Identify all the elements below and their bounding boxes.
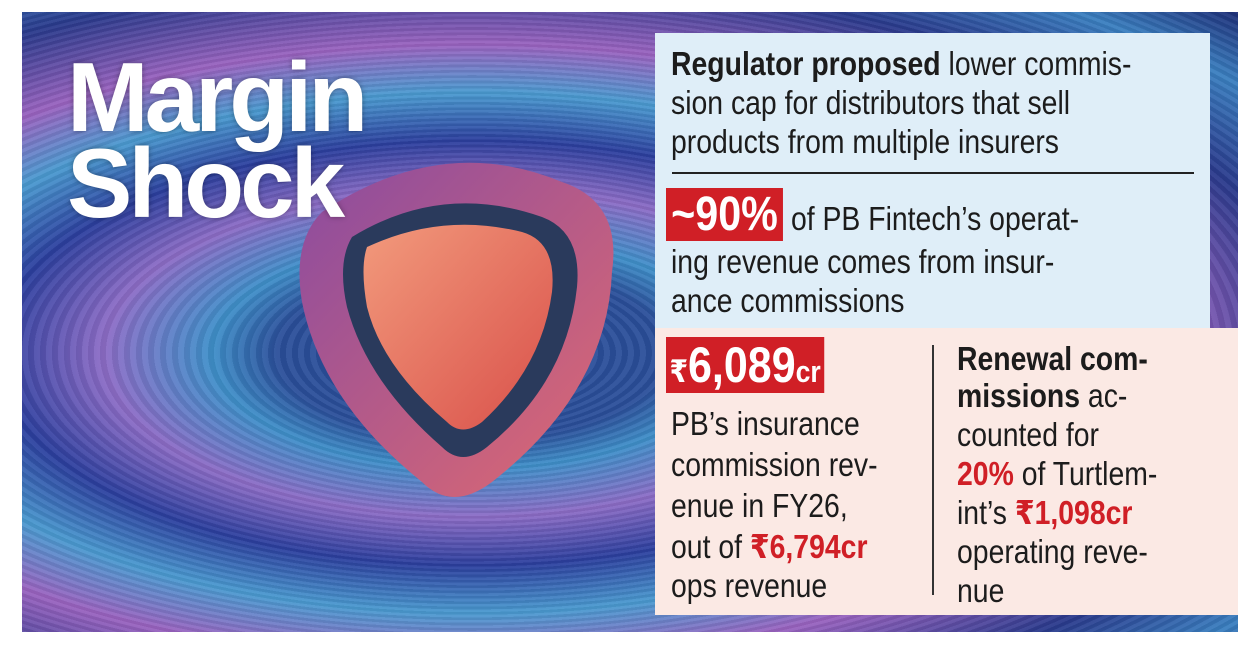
text-line: ~90% of PB Fintech’s operat-: [666, 188, 1080, 244]
highlight: ₹6,089cr: [666, 337, 825, 393]
amount: ₹1,098cr: [1014, 494, 1133, 531]
shield-illustration: [299, 162, 614, 497]
text: of PB Fintech’s operat-: [783, 200, 1080, 237]
text-line: Renewal com-: [957, 340, 1148, 377]
text-line: out of ₹6,794cr: [671, 528, 867, 565]
text-line: commission rev-: [671, 446, 878, 483]
unit: cr: [795, 354, 821, 389]
currency: ₹: [669, 354, 688, 389]
share: 20%: [957, 455, 1014, 492]
text-line: PB’s insurance: [671, 405, 860, 442]
text-line: enue in FY26,: [671, 487, 848, 524]
text: out of: [671, 528, 750, 565]
text-line: ance commissions: [671, 282, 905, 319]
highlight: ~90%: [666, 188, 784, 241]
text-line: ₹6,089cr: [666, 337, 825, 397]
info-panel: [655, 33, 1210, 328]
text-line: int’s ₹1,098cr: [957, 494, 1132, 531]
amount: 6,089: [687, 337, 796, 393]
text: of Turtlem-: [1013, 455, 1158, 492]
bold-text: missions: [957, 377, 1081, 414]
text-line: Regulator proposed lower commis-: [671, 45, 1131, 82]
divider: [672, 172, 1194, 174]
amount: ₹6,794cr: [749, 528, 868, 565]
text-line: counted for: [957, 416, 1100, 453]
text-line: ing revenue comes from insur-: [671, 243, 1055, 280]
text-line: products from multiple insurers: [671, 123, 1059, 160]
text-line: 20% of Turtlem-: [957, 455, 1157, 492]
shield-core: [363, 224, 553, 430]
title-line: Shock: [67, 128, 345, 238]
title-line: Margin: [67, 42, 368, 152]
text-line: operating reve-: [957, 533, 1148, 570]
text-line: missions ac-: [957, 377, 1127, 414]
text: lower commis-: [940, 45, 1132, 82]
text: int’s: [957, 494, 1015, 531]
text-line: sion cap for distributors that sell: [671, 84, 1071, 121]
text-line: nue: [957, 572, 1005, 609]
text: ac-: [1080, 377, 1128, 414]
text-line: ops revenue: [671, 567, 828, 604]
divider: [932, 345, 934, 595]
bold-text: Regulator proposed: [671, 45, 941, 82]
